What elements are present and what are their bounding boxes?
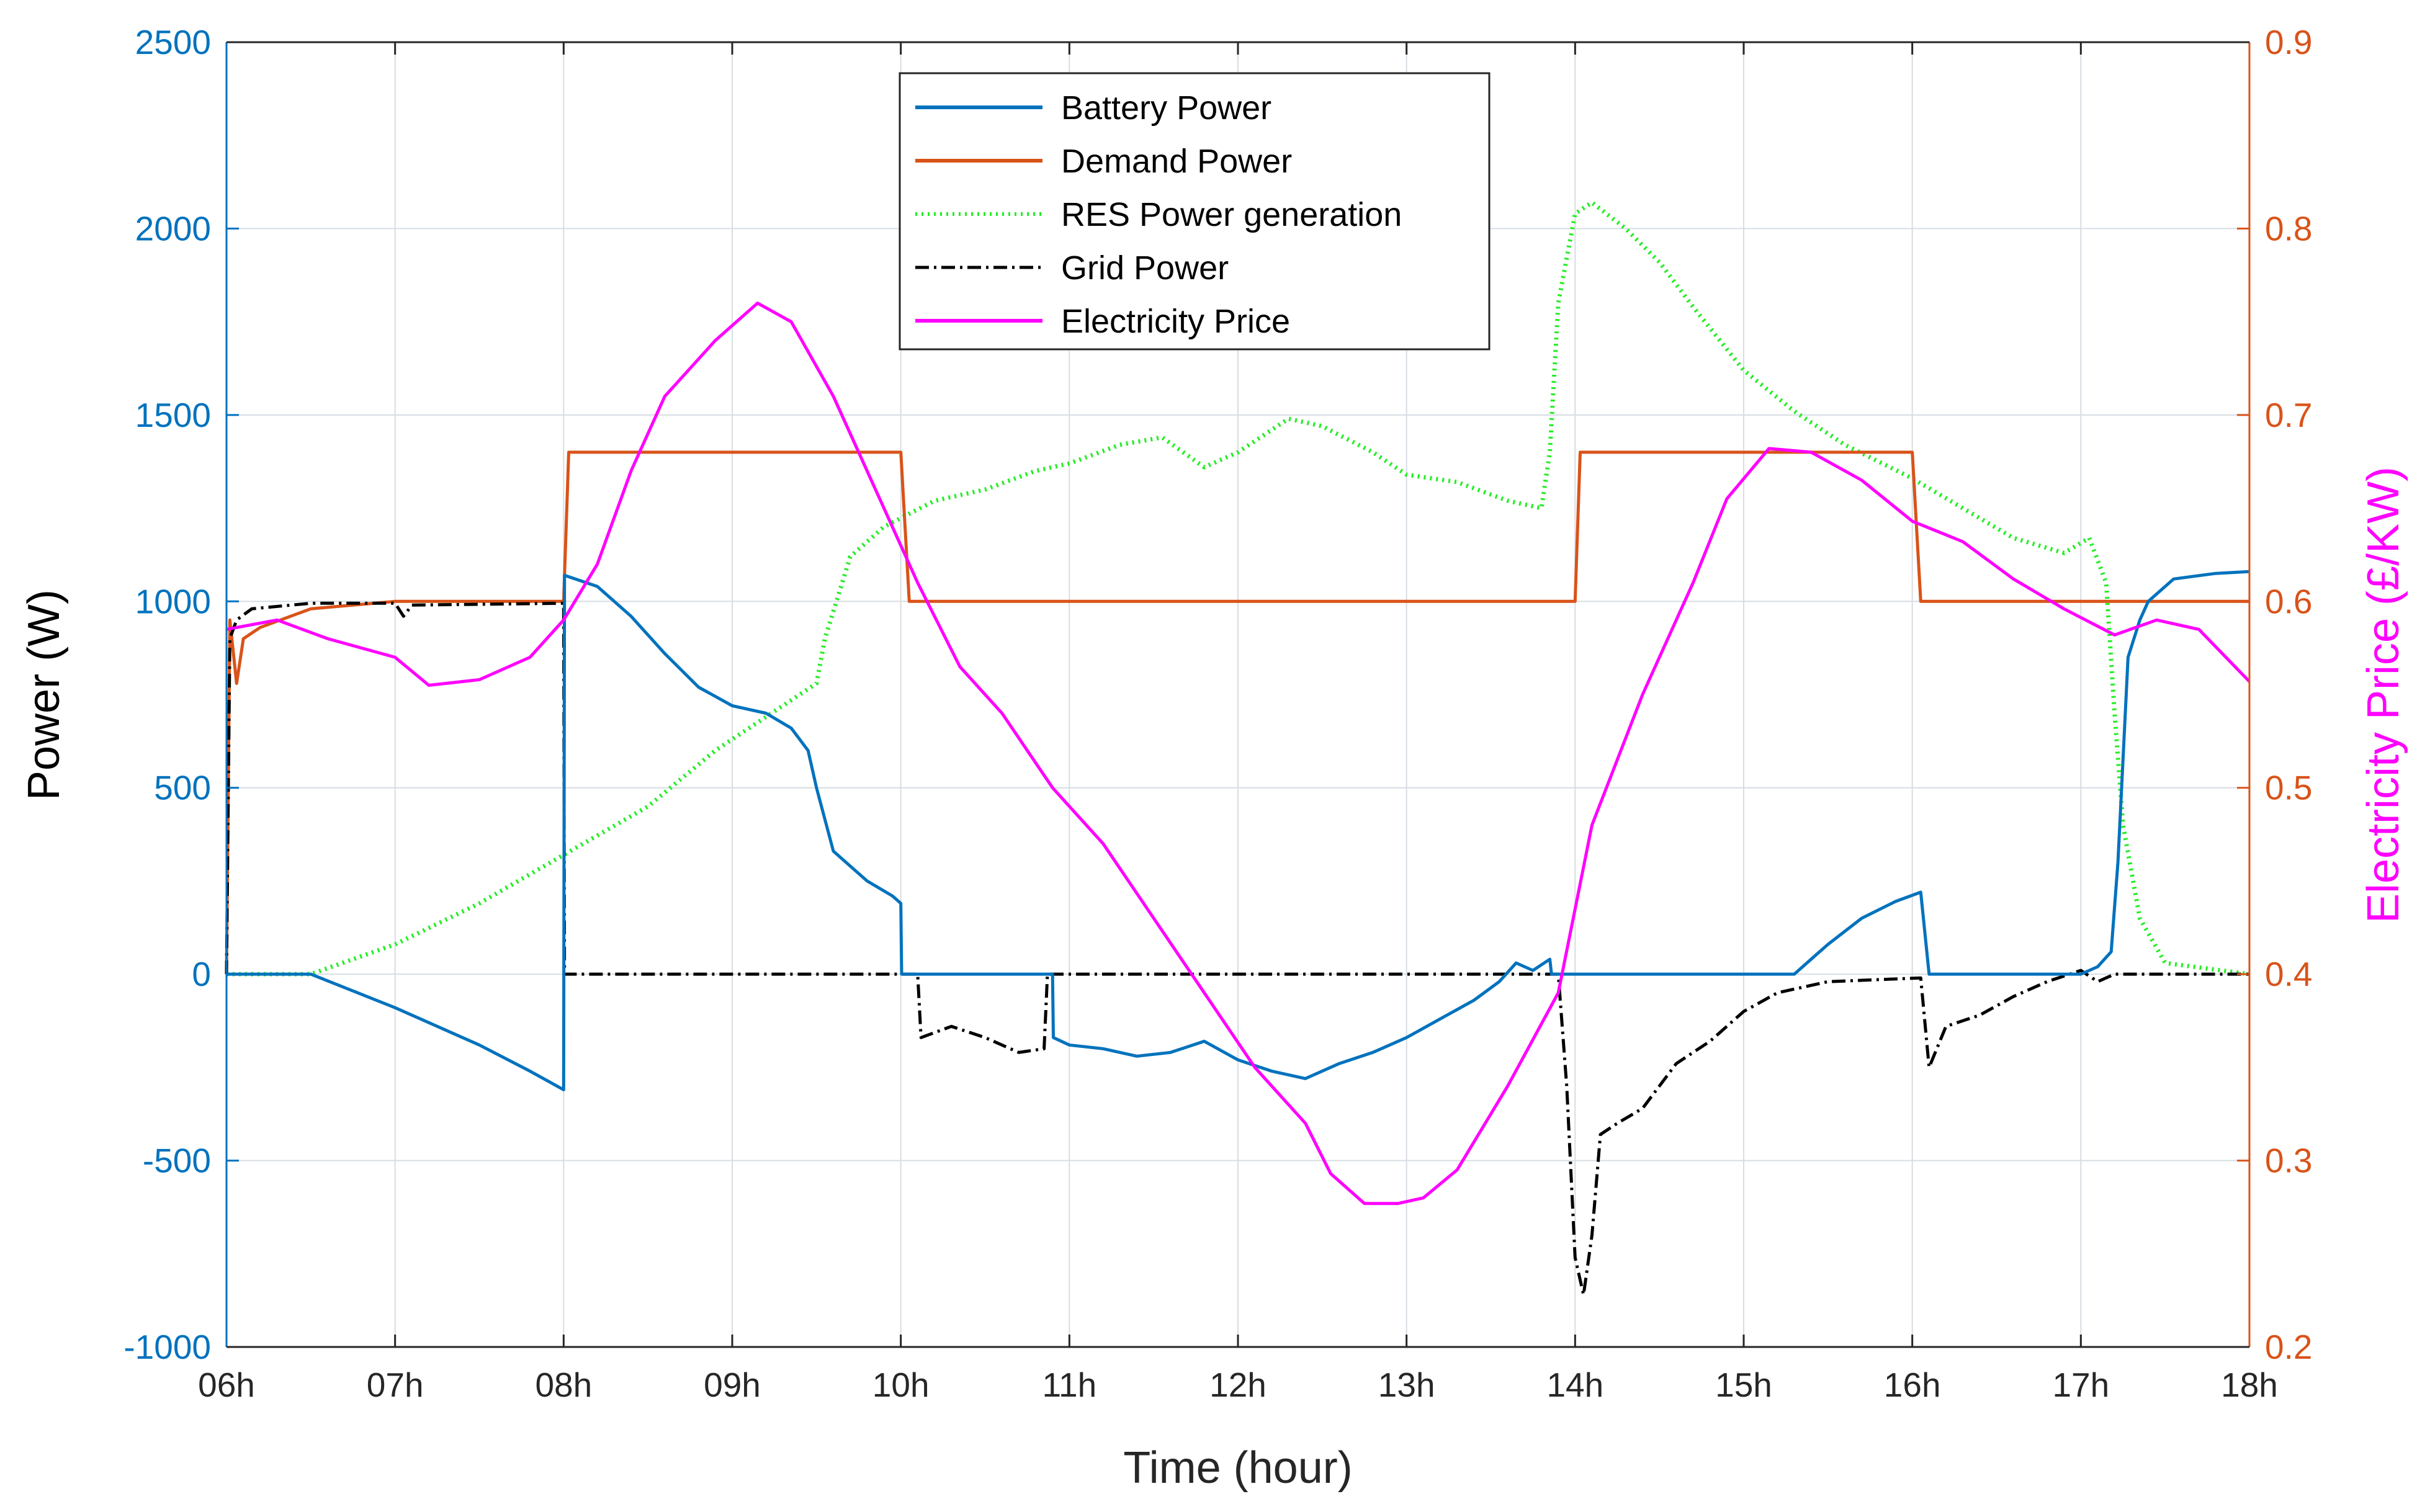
- x-tick-label: 12h: [1209, 1366, 1267, 1404]
- y-right-tick-label: 0.3: [2265, 1142, 2312, 1180]
- legend-entry-res: RES Power generation: [915, 196, 1402, 233]
- series-line-price: [226, 302, 2251, 1206]
- x-tick-label: 11h: [1042, 1366, 1096, 1404]
- y-right-tick-label: 0.7: [2265, 396, 2312, 434]
- x-tick-label: 13h: [1378, 1366, 1435, 1404]
- y-left-tick-label: -500: [143, 1142, 211, 1180]
- y-left-tick-label: 1500: [135, 396, 211, 434]
- y-left-tick-label: 2000: [135, 209, 211, 248]
- axes: 06h 07h 08h 09h 10h 11h 12h 13h 14h 15h 16h 17h 18h -…: [123, 23, 2312, 1404]
- y-right-tick-label: 0.8: [2265, 209, 2312, 248]
- legend-entry-battery: Battery Power: [915, 89, 1271, 127]
- x-axis-title: Time (hour): [1123, 1443, 1352, 1493]
- x-tick-label: 10h: [872, 1366, 930, 1404]
- y-right-tick-label: 0.2: [2265, 1328, 2312, 1366]
- y-right-axis-title: Electricity Price (£/KW): [2359, 467, 2408, 923]
- x-tick-label: 07h: [367, 1366, 424, 1404]
- legend-label-grid: Grid Power: [1061, 249, 1229, 287]
- x-tick-label: 18h: [2221, 1366, 2278, 1404]
- x-tick-label: 14h: [1546, 1366, 1603, 1404]
- y-left-tick-label: 0: [192, 955, 211, 993]
- x-tick-label: 09h: [704, 1366, 761, 1404]
- legend-entry-grid: Grid Power: [915, 249, 1229, 287]
- x-tick-label: 15h: [1715, 1366, 1772, 1404]
- legend: Battery Power Demand Power RES Power gen…: [899, 72, 1491, 351]
- y-right-tick-label: 0.9: [2265, 23, 2312, 61]
- legend-box: [899, 72, 1491, 351]
- data-series: [225, 200, 2251, 1297]
- y-right-tick-label: 0.6: [2265, 582, 2312, 620]
- y-left-tick-label: 500: [154, 769, 211, 807]
- x-tick-label: 17h: [2052, 1366, 2109, 1404]
- legend-label-res: RES Power generation: [1061, 196, 1402, 233]
- y-right-tick-label: 0.5: [2265, 769, 2312, 807]
- legend-label-price: Electricity Price: [1061, 303, 1290, 340]
- x-tick-label: 16h: [1884, 1366, 1941, 1404]
- legend-entry-price: Electricity Price: [915, 303, 1290, 340]
- y-left-tick-label: -1000: [123, 1328, 211, 1366]
- legend-label-battery: Battery Power: [1061, 89, 1271, 127]
- x-tick-label: 06h: [198, 1366, 255, 1404]
- y-left-tick-label: 2500: [135, 23, 211, 61]
- legend-entry-demand: Demand Power: [915, 143, 1292, 180]
- y-right-tick-label: 0.4: [2265, 955, 2312, 993]
- y-left-tick-label: 1000: [135, 582, 211, 620]
- series-line-res: [226, 200, 2250, 977]
- legend-label-demand: Demand Power: [1061, 143, 1292, 180]
- x-tick-label: 08h: [535, 1366, 592, 1404]
- y-left-axis-title: Power (W): [19, 589, 69, 800]
- series-line-grid: [225, 601, 2249, 1297]
- series-line-demand: [225, 450, 2249, 975]
